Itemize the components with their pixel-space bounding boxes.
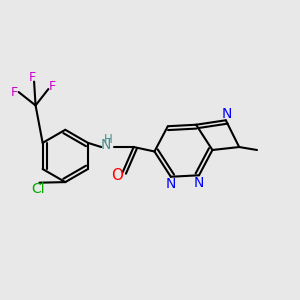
Text: N: N: [100, 138, 111, 152]
Text: F: F: [29, 71, 36, 84]
Text: F: F: [11, 85, 18, 98]
Text: H: H: [103, 133, 112, 146]
Text: O: O: [111, 168, 123, 183]
Text: N: N: [222, 107, 232, 121]
Text: Cl: Cl: [31, 182, 45, 196]
Text: F: F: [49, 80, 56, 93]
Text: N: N: [166, 177, 176, 191]
Text: N: N: [194, 176, 204, 190]
